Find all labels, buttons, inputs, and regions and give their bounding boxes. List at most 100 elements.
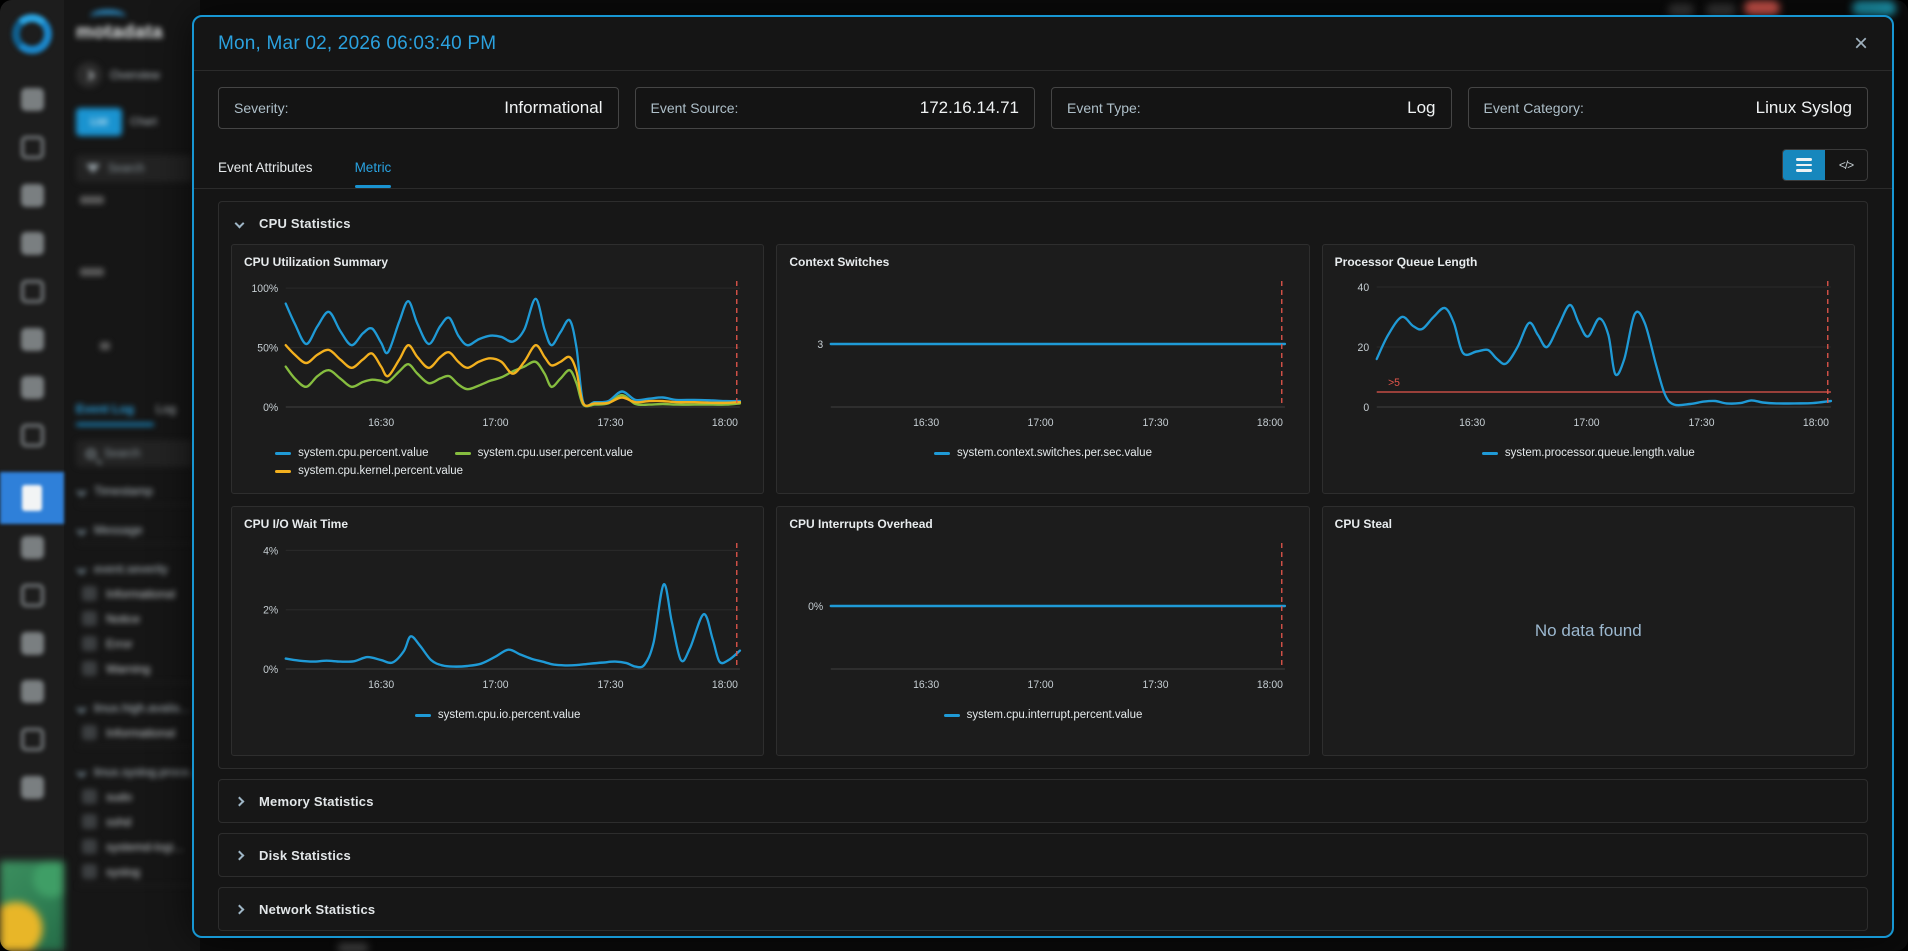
rail-icon[interactable]	[20, 88, 44, 111]
background-page: motadata Overview List Chart Search Even…	[64, 0, 200, 951]
section-header-cpu[interactable]: CPU Statistics	[219, 202, 1867, 244]
rail-icon[interactable]	[20, 728, 44, 751]
sidebar-item-active-log[interactable]	[0, 472, 64, 524]
rail-icon[interactable]	[20, 232, 44, 255]
back-nav[interactable]: Overview	[76, 62, 160, 88]
filter-checkbox-item[interactable]: systemd-logi...	[82, 839, 194, 854]
svg-text:17:00: 17:00	[483, 417, 509, 429]
rail-icon[interactable]	[20, 536, 44, 559]
chart-title: CPU Utilization Summary	[244, 255, 389, 269]
filter-checkbox-item[interactable]: Informational	[82, 725, 194, 740]
legend-dash-icon	[943, 713, 960, 717]
checkbox-icon	[82, 725, 97, 740]
rail-icons-top	[0, 88, 64, 447]
list-layout-button[interactable]	[1783, 150, 1825, 180]
section-title: CPU Statistics	[259, 215, 351, 231]
section-title: Memory Statistics	[259, 793, 374, 809]
tab-log[interactable]: Log	[156, 402, 177, 416]
svg-text:0%: 0%	[263, 402, 279, 414]
svg-text:0: 0	[1363, 402, 1369, 414]
svg-text:3: 3	[818, 339, 824, 351]
filter-group-label[interactable]: linux.syslog.proce...	[76, 765, 199, 779]
filter-search-bar[interactable]: Search	[76, 155, 192, 182]
list-view-button[interactable]: List	[76, 108, 122, 136]
rail-icon[interactable]	[20, 424, 44, 447]
tab-metric[interactable]: Metric	[354, 160, 391, 188]
rail-icon[interactable]	[20, 776, 44, 799]
log-file-icon	[22, 485, 42, 511]
checkbox-icon	[82, 789, 97, 804]
legend-dash-icon	[1481, 451, 1498, 455]
rail-icon[interactable]	[20, 376, 44, 399]
legend-item[interactable]: system.cpu.io.percent.value	[414, 706, 580, 724]
filter-search-label: Search	[108, 162, 145, 175]
section-header-memory[interactable]: Memory Statistics	[219, 780, 1867, 822]
field-value: Informational	[504, 98, 603, 117]
filter-checkbox-item[interactable]: Informational	[82, 586, 194, 601]
chart-legend: system.cpu.percent.value system.cpu.user.…	[275, 444, 720, 480]
app-logo[interactable]	[12, 14, 52, 54]
field-severity: Severity: Informational	[218, 87, 619, 129]
filter-checkbox-item[interactable]: syslog	[82, 864, 194, 879]
svg-text:17:00: 17:00	[1573, 417, 1599, 429]
svg-text:>5: >5	[1388, 377, 1400, 389]
modal-tabs: Event Attributes Metric	[218, 160, 391, 188]
user-avatar[interactable]	[0, 861, 64, 951]
legend-item[interactable]: system.processor.queue.length.value	[1481, 444, 1695, 462]
field-event-type: Event Type: Log	[1051, 87, 1452, 129]
rail-icon[interactable]	[20, 632, 44, 655]
code-view-button[interactable]: </>	[1825, 150, 1867, 180]
legend-item[interactable]: system.cpu.percent.value	[275, 444, 429, 462]
search-placeholder: Search	[104, 447, 141, 460]
checkbox-icon	[82, 586, 97, 601]
legend-item[interactable]: system.context.switches.per.sec.value	[934, 444, 1152, 462]
no-data-message: No data found	[1534, 621, 1642, 641]
section-header-disk[interactable]: Disk Statistics	[219, 834, 1867, 876]
filter-groups: Timestamp Message event.severity Informatio…	[76, 484, 199, 904]
rail-icon[interactable]	[20, 584, 44, 607]
bg-search[interactable]: Search	[76, 440, 192, 467]
tab-event-attributes[interactable]: Event Attributes	[218, 160, 313, 175]
event-detail-modal: Mon, Mar 02, 2026 06:03:40 PM × Severity…	[192, 15, 1894, 938]
svg-text:17:00: 17:00	[1028, 417, 1054, 429]
filter-group-label[interactable]: Timestamp	[76, 484, 194, 498]
bg-dash	[80, 268, 104, 276]
legend-item[interactable]: system.cpu.user.percent.value	[454, 444, 633, 462]
svg-text:4%: 4%	[263, 545, 279, 557]
filter-checkbox-item[interactable]: sshd	[82, 814, 194, 829]
svg-text:40: 40	[1357, 282, 1369, 294]
legend-item[interactable]: system.cpu.kernel.percent.value	[275, 462, 463, 480]
section-title: Disk Statistics	[259, 847, 351, 863]
field-event-source: Event Source: 172.16.14.71	[634, 87, 1035, 129]
filter-checkbox-item[interactable]: Error	[82, 636, 194, 651]
rail-icon[interactable]	[20, 680, 44, 703]
filter-group-label[interactable]: event.severity	[76, 562, 194, 576]
chart-legend: system.cpu.io.percent.value	[244, 706, 751, 724]
modal-tabs-row: Event Attributes Metric </>	[194, 137, 1892, 189]
field-value: Log	[1407, 98, 1436, 117]
rail-icon[interactable]	[20, 184, 44, 207]
filter-checkbox-item[interactable]: Notice	[82, 611, 194, 626]
rail-icons-bottom	[0, 536, 64, 799]
filter-checkbox-item[interactable]: Warning	[82, 661, 194, 676]
chart-title: CPU Steal	[1334, 517, 1393, 531]
legend-dash-icon	[275, 451, 292, 455]
rail-icon[interactable]	[20, 280, 44, 303]
bg-dash	[100, 342, 110, 350]
rail-icon[interactable]	[20, 328, 44, 351]
modal-header: Mon, Mar 02, 2026 06:03:40 PM ×	[194, 17, 1892, 71]
event-timestamp-title: Mon, Mar 02, 2026 06:03:40 PM	[218, 32, 497, 54]
chart-title: Processor Queue Length	[1334, 255, 1478, 269]
rail-icon[interactable]	[20, 136, 44, 159]
tab-event-log[interactable]: Event Log	[76, 402, 135, 416]
filter-group-label[interactable]: Message	[76, 523, 194, 537]
close-icon[interactable]: ×	[1853, 29, 1868, 57]
filter-group: linux.high.availa... Informational	[76, 701, 194, 747]
section-header-network[interactable]: Network Statistics	[219, 888, 1867, 930]
filter-checkbox-item[interactable]: sudo	[82, 789, 194, 804]
filter-group-label[interactable]: linux.high.availa...	[76, 701, 194, 715]
legend-item[interactable]: system.cpu.interrupt.percent.value	[943, 706, 1142, 724]
chart-view-button[interactable]: Chart	[130, 116, 157, 128]
brand-wordmark: motadata	[76, 22, 163, 43]
event-summary-fields: Severity: Informational Event Source: 17…	[194, 71, 1892, 137]
